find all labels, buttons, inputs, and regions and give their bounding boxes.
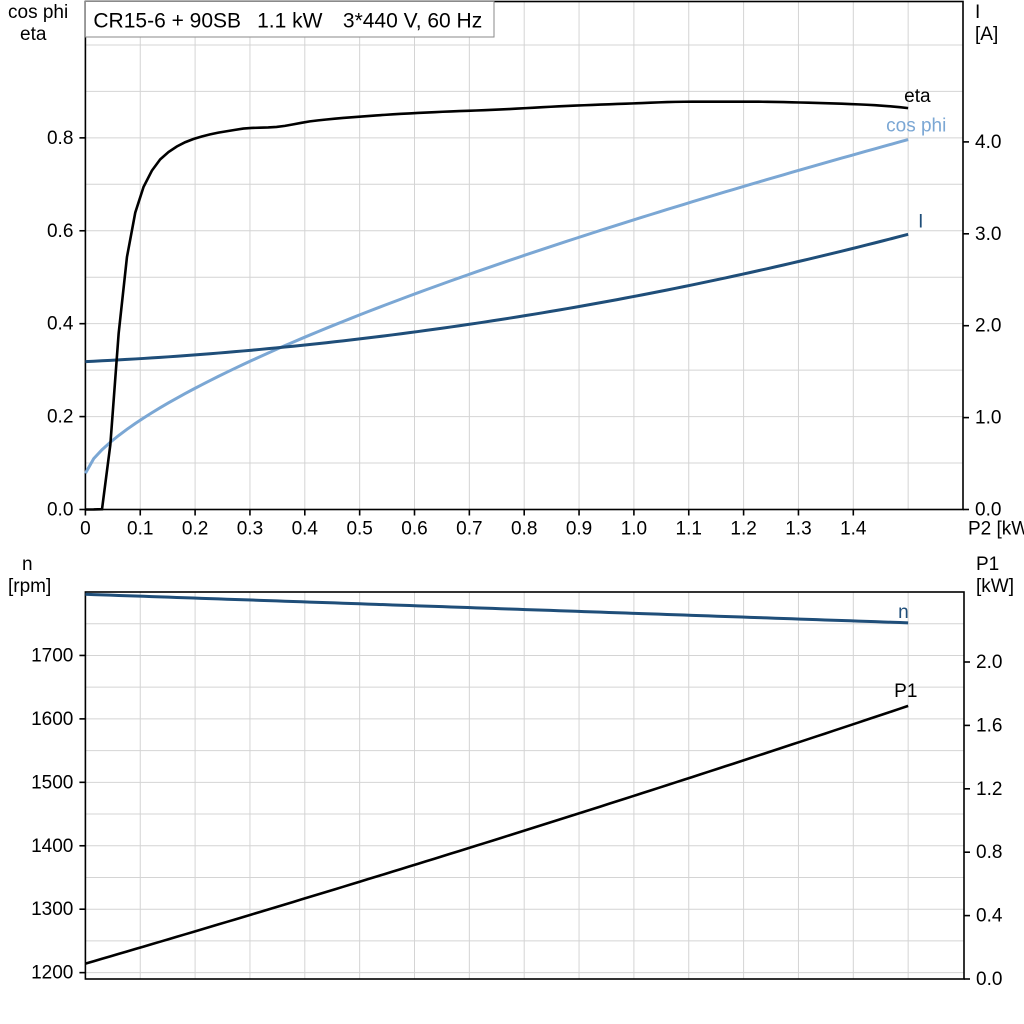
svg-text:eta: eta (20, 24, 47, 45)
svg-text:0.0: 0.0 (47, 500, 73, 521)
svg-text:P2 [kW]: P2 [kW] (968, 519, 1024, 540)
svg-text:cos phi: cos phi (8, 2, 68, 23)
svg-text:1400: 1400 (31, 836, 73, 857)
svg-text:1700: 1700 (31, 645, 73, 666)
svg-text:0.7: 0.7 (456, 519, 482, 540)
svg-text:0.4: 0.4 (292, 519, 319, 540)
svg-text:I: I (918, 211, 923, 232)
svg-text:cos phi: cos phi (886, 116, 946, 137)
svg-text:1.4: 1.4 (840, 519, 867, 540)
svg-text:0.2: 0.2 (47, 407, 73, 428)
svg-text:0.9: 0.9 (566, 519, 592, 540)
svg-text:4.0: 4.0 (975, 132, 1001, 153)
svg-text:0.5: 0.5 (346, 519, 372, 540)
svg-text:n: n (898, 602, 909, 623)
svg-text:1600: 1600 (31, 709, 73, 730)
svg-text:1.0: 1.0 (621, 519, 647, 540)
svg-text:P1: P1 (894, 681, 917, 702)
svg-text:0.4: 0.4 (47, 314, 74, 335)
svg-text:2.0: 2.0 (975, 316, 1001, 337)
svg-text:[rpm]: [rpm] (8, 576, 51, 597)
svg-text:1.1: 1.1 (676, 519, 702, 540)
svg-text:1.6: 1.6 (976, 715, 1002, 736)
svg-text:0.8: 0.8 (511, 519, 537, 540)
svg-text:1.2: 1.2 (976, 779, 1002, 800)
svg-text:[A]: [A] (975, 24, 998, 45)
svg-text:3.0: 3.0 (975, 224, 1001, 245)
svg-text:eta: eta (904, 86, 931, 107)
svg-text:0.1: 0.1 (127, 519, 153, 540)
svg-text:0: 0 (80, 519, 91, 540)
svg-text:0.0: 0.0 (975, 500, 1001, 521)
svg-text:0.2: 0.2 (182, 519, 208, 540)
svg-text:0.8: 0.8 (47, 128, 73, 149)
svg-text:P1: P1 (976, 554, 999, 575)
svg-text:1.2: 1.2 (730, 519, 756, 540)
svg-text:0.0: 0.0 (976, 969, 1002, 990)
svg-text:1.0: 1.0 (975, 408, 1001, 429)
svg-text:0.3: 0.3 (237, 519, 263, 540)
svg-text:1200: 1200 (31, 963, 73, 984)
svg-text:2.0: 2.0 (976, 652, 1002, 673)
svg-text:0.6: 0.6 (401, 519, 427, 540)
svg-text:0.4: 0.4 (976, 906, 1003, 927)
svg-text:1500: 1500 (31, 772, 73, 793)
svg-text:[kW]: [kW] (976, 576, 1014, 597)
svg-text:I: I (975, 2, 980, 23)
svg-text:n: n (22, 554, 33, 575)
svg-text:0.8: 0.8 (976, 842, 1002, 863)
svg-text:1.3: 1.3 (785, 519, 811, 540)
svg-text:1300: 1300 (31, 899, 73, 920)
svg-text:0.6: 0.6 (47, 221, 73, 242)
